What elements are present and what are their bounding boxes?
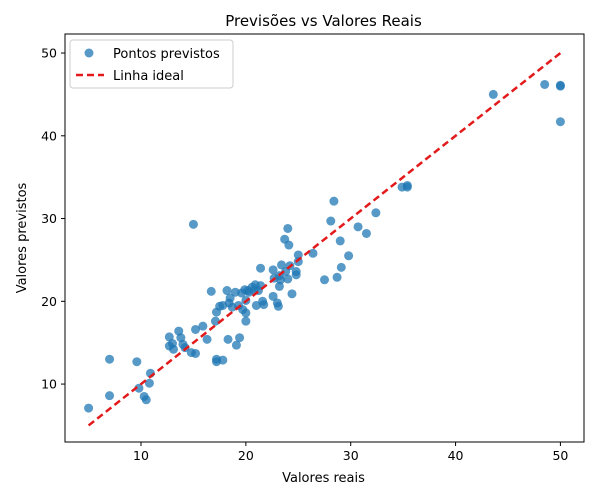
data-point	[84, 403, 94, 413]
data-point	[180, 343, 190, 353]
legend-label-points: Pontos previstos	[113, 47, 220, 62]
data-point	[268, 291, 278, 301]
legend-box	[69, 39, 234, 89]
chart-title: Previsões vs Valores Reais	[225, 12, 422, 30]
data-point	[169, 344, 179, 354]
data-point	[273, 301, 283, 311]
data-point	[202, 334, 212, 344]
y-tick-label: 30	[41, 211, 57, 226]
legend-marker-points	[84, 48, 94, 58]
data-point	[329, 196, 339, 206]
data-point	[488, 89, 498, 99]
data-point	[287, 289, 297, 299]
data-point	[141, 395, 151, 405]
data-point	[235, 333, 245, 343]
data-point	[105, 354, 115, 364]
data-point	[225, 293, 235, 303]
data-point	[277, 260, 287, 270]
data-point	[241, 308, 251, 318]
y-tick-label: 40	[41, 128, 57, 143]
legend-label-ideal-line: Linha ideal	[113, 69, 184, 84]
data-point	[308, 248, 318, 258]
data-point	[132, 357, 142, 367]
y-axis: 10 20 30 40 50	[41, 46, 65, 392]
data-point	[291, 267, 301, 277]
data-point	[371, 208, 381, 218]
data-point	[222, 286, 232, 296]
data-point	[332, 272, 342, 282]
data-point	[283, 223, 293, 233]
data-point	[275, 275, 285, 285]
x-axis: 10 20 30 40 50	[133, 442, 568, 463]
data-point	[198, 321, 208, 331]
series-layer	[84, 52, 565, 427]
data-point	[284, 240, 294, 250]
data-point	[191, 348, 201, 358]
x-tick-label: 50	[552, 448, 568, 463]
y-axis-label: Valores previstos	[15, 182, 30, 293]
data-point	[191, 324, 201, 334]
series-points	[84, 79, 565, 413]
data-point	[144, 378, 154, 388]
data-point	[540, 79, 550, 89]
data-point	[326, 216, 336, 226]
ideal-line	[87, 52, 562, 427]
data-point	[274, 281, 284, 291]
x-tick-label: 30	[343, 448, 359, 463]
data-point	[320, 275, 329, 285]
y-tick-label: 20	[41, 294, 57, 309]
data-point	[361, 228, 371, 238]
data-point	[353, 222, 363, 232]
data-point	[335, 236, 345, 246]
data-point	[256, 263, 266, 273]
data-point	[555, 81, 565, 91]
x-tick-label: 20	[238, 448, 254, 463]
x-axis-label: Valores reais	[282, 471, 365, 486]
data-point	[206, 286, 216, 296]
y-tick-label: 10	[41, 377, 57, 392]
data-point	[218, 355, 228, 365]
data-point	[259, 300, 269, 310]
y-tick-label: 50	[41, 46, 57, 61]
data-point	[210, 316, 220, 326]
x-tick-label: 40	[448, 448, 464, 463]
data-point	[241, 316, 251, 326]
legend: Pontos previstos Linha ideal	[69, 39, 234, 89]
data-point	[231, 340, 241, 350]
data-point	[344, 251, 354, 261]
data-point	[283, 274, 293, 284]
x-tick-label: 10	[133, 448, 149, 463]
data-point	[134, 383, 144, 393]
data-point	[268, 265, 278, 275]
data-point	[223, 334, 233, 344]
data-point	[188, 219, 198, 229]
data-point	[402, 182, 412, 192]
data-point	[555, 117, 565, 127]
data-point	[336, 262, 346, 272]
data-point	[105, 391, 115, 401]
plot-area	[64, 33, 585, 443]
